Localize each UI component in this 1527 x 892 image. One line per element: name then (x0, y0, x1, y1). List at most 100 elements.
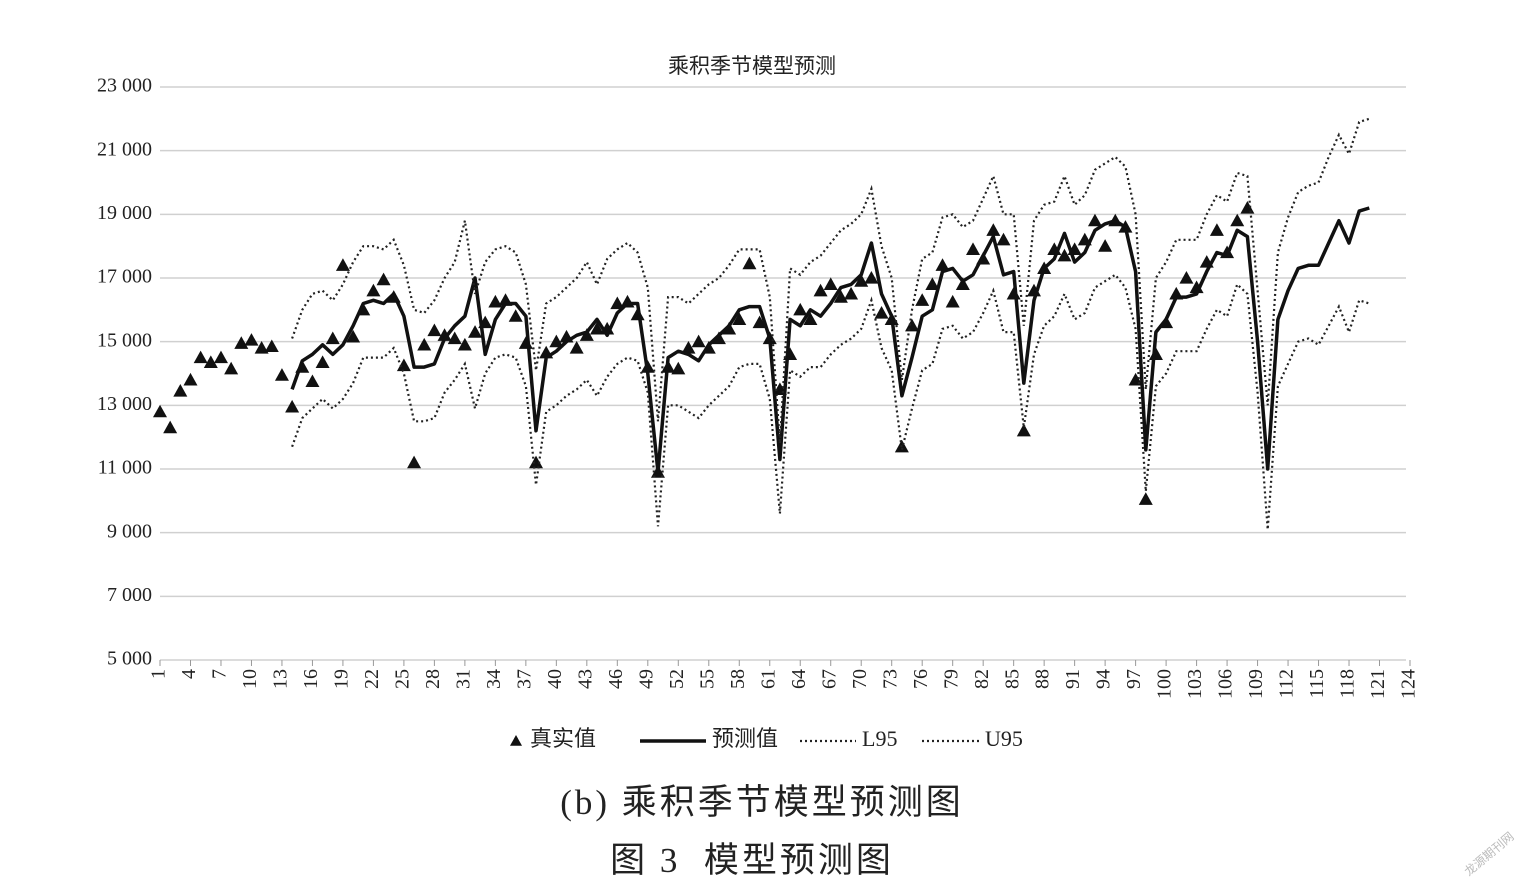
data-point (1057, 248, 1072, 262)
x-tick-label: 112 (1276, 669, 1298, 698)
data-point (854, 274, 869, 287)
data-point (417, 337, 432, 351)
data-point (864, 271, 879, 284)
x-tick-label: 7 (209, 669, 231, 679)
series-line (291, 117, 1370, 444)
x-tick-label: 100 (1154, 669, 1176, 699)
data-point (732, 312, 747, 325)
x-tick-label: 13 (270, 669, 292, 689)
y-tick-label: 21 000 (97, 138, 152, 160)
data-point (244, 333, 259, 346)
x-tick-label: 67 (818, 669, 840, 689)
x-tick-label: 121 (1367, 669, 1389, 699)
y-tick-label: 15 000 (97, 329, 152, 351)
x-tick-label: 115 (1306, 669, 1328, 698)
data-point (1240, 200, 1255, 214)
data-point (529, 455, 544, 469)
data-point (264, 339, 279, 353)
data-point (671, 361, 686, 375)
data-point (1098, 239, 1113, 252)
data-point (254, 341, 269, 354)
x-tick-label: 76 (910, 669, 932, 689)
data-point (925, 277, 940, 290)
data-point (549, 334, 564, 348)
y-tick-label: 7 000 (107, 584, 152, 606)
data-point (315, 355, 330, 368)
data-point (153, 404, 167, 418)
y-tick-label: 11 000 (98, 457, 152, 479)
data-point (844, 286, 859, 300)
x-tick-label: 28 (422, 669, 444, 689)
data-point (427, 323, 442, 337)
series-line (291, 273, 1370, 530)
x-tick-label: 124 (1398, 669, 1420, 699)
data-point (610, 296, 625, 310)
data-point (579, 328, 594, 341)
data-point (183, 372, 198, 386)
data-point (224, 361, 239, 375)
data-point (742, 256, 757, 270)
data-point (518, 336, 533, 349)
x-tick-label: 82 (971, 669, 993, 689)
data-point (366, 283, 381, 297)
x-tick-label: 91 (1062, 669, 1084, 689)
x-tick-label: 46 (605, 669, 627, 689)
legend-label: 真实值 (530, 726, 596, 751)
x-tick-label: 61 (757, 669, 779, 689)
legend-label: 预测值 (712, 726, 778, 751)
data-point (437, 328, 452, 341)
caption: (b) 乘积季节模型预测图 (560, 783, 964, 822)
x-tick-label: 43 (574, 669, 596, 689)
x-tick-label: 16 (300, 669, 322, 689)
x-tick-label: 88 (1032, 669, 1054, 689)
x-tick-label: 85 (1001, 669, 1023, 689)
data-point (833, 290, 848, 303)
data-point (803, 312, 818, 325)
data-point (986, 223, 1001, 236)
data-point (996, 232, 1011, 246)
data-point (285, 399, 300, 413)
x-tick-label: 25 (391, 669, 413, 689)
legend-symbol (510, 735, 522, 746)
figure-label: 图 3 模型预测图 (610, 841, 894, 880)
x-tick-label: 34 (483, 669, 505, 689)
y-tick-label: 17 000 (97, 266, 152, 288)
series-line (290, 206, 1370, 474)
data-point (813, 283, 828, 297)
x-tick-label: 52 (666, 669, 688, 689)
y-tick-label: 19 000 (97, 202, 152, 224)
data-point (1230, 213, 1245, 227)
y-tick-label: 23 000 (97, 75, 152, 97)
x-tick-label: 22 (361, 669, 383, 689)
data-point (1016, 423, 1031, 437)
watermark: 龙源期刊网 (1462, 829, 1517, 878)
data-point (488, 294, 503, 308)
data-point (793, 302, 808, 316)
data-point (447, 331, 462, 345)
x-tick-label: 103 (1184, 669, 1206, 699)
x-tick-label: 55 (696, 669, 718, 689)
data-point (823, 277, 838, 290)
data-point (681, 341, 696, 354)
x-tick-label: 94 (1093, 669, 1115, 689)
data-point (945, 294, 960, 308)
data-point (234, 336, 249, 349)
data-point (589, 321, 604, 335)
x-tick-label: 70 (849, 669, 871, 689)
data-point (274, 368, 289, 381)
x-tick-label: 97 (1123, 669, 1145, 689)
data-point (213, 350, 228, 364)
data-point (457, 337, 472, 351)
x-tick-label: 10 (239, 669, 261, 689)
x-tick-label: 1 (148, 669, 170, 679)
data-point (468, 325, 483, 338)
x-tick-label: 4 (178, 669, 200, 679)
legend-label: U95 (985, 726, 1023, 751)
x-tick-label: 19 (331, 669, 353, 689)
x-tick-label: 106 (1215, 669, 1237, 699)
data-point (691, 334, 706, 348)
x-tick-label: 31 (452, 669, 474, 689)
data-point (346, 329, 361, 343)
data-point (173, 384, 188, 397)
